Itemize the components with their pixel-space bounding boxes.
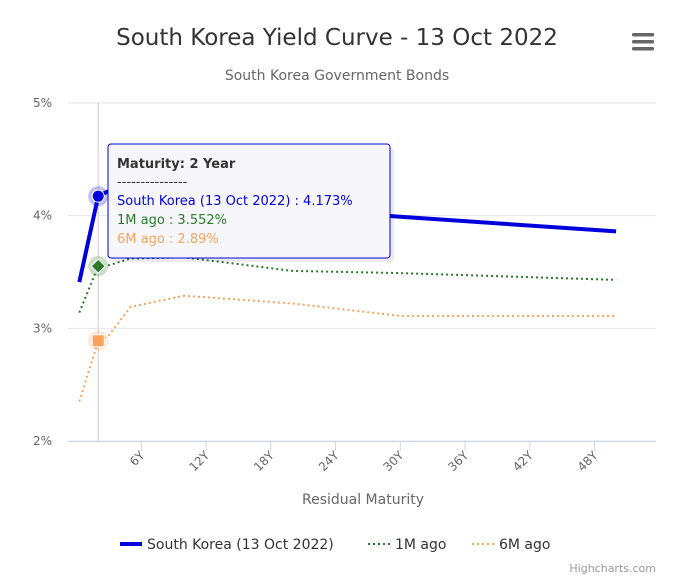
x-axis-title: Residual Maturity (302, 492, 424, 508)
legend-item-6m-ago[interactable]: 6M ago (472, 537, 550, 553)
hamburger-menu-icon[interactable] (628, 28, 658, 56)
y-axis-labels: 2% 3% 4% 5% (33, 96, 52, 448)
hover-markers (88, 186, 109, 351)
legend-label-6m-ago[interactable]: 6M ago (499, 537, 550, 553)
x-tick-label: 24Y (316, 448, 342, 474)
tooltip: Maturity: 2 Year --------------- South K… (107, 143, 394, 262)
y-tick-label: 3% (33, 321, 52, 335)
x-tick-label: 42Y (510, 448, 536, 474)
x-tick-label: 18Y (251, 448, 277, 474)
legend-label-south-korea[interactable]: South Korea (13 Oct 2022) (147, 537, 334, 553)
tooltip-line-south-korea: South Korea (13 Oct 2022) : 4.173% (117, 194, 353, 209)
credits-link[interactable]: Highcharts.com (569, 562, 656, 575)
tooltip-separator: --------------- (117, 175, 188, 190)
chart-subtitle: South Korea Government Bonds (225, 68, 449, 84)
x-tick-label: 12Y (186, 448, 212, 474)
data-point-6m-ago[interactable] (91, 334, 105, 348)
legend-label-1m-ago[interactable]: 1M ago (395, 537, 446, 553)
legend-item-1m-ago[interactable]: 1M ago (368, 537, 446, 553)
chart-title: South Korea Yield Curve - 13 Oct 2022 (116, 25, 558, 51)
x-tick-label: 30Y (381, 448, 407, 474)
x-tick-label: 36Y (445, 448, 471, 474)
tooltip-line-6m-ago: 6M ago : 2.89% (117, 232, 219, 247)
tooltip-box (107, 143, 391, 259)
data-point-1m-ago[interactable] (90, 258, 106, 274)
legend: South Korea (13 Oct 2022) 1M ago 6M ago (120, 537, 550, 553)
series-line-1m-ago[interactable] (78, 256, 617, 313)
data-point-south-korea[interactable] (91, 189, 105, 203)
series-line-6m-ago[interactable] (78, 294, 617, 402)
x-tick-label: 48Y (575, 448, 601, 474)
legend-item-south-korea[interactable]: South Korea (13 Oct 2022) (120, 537, 334, 553)
y-tick-label: 5% (33, 96, 52, 110)
tooltip-header: Maturity: 2 Year (117, 157, 236, 172)
x-axis-labels: 6Y 12Y 18Y 24Y 30Y 36Y 42Y 48Y (127, 441, 601, 474)
y-tick-label: 2% (33, 434, 52, 448)
y-tick-label: 4% (33, 209, 52, 223)
tooltip-line-1m-ago: 1M ago : 3.552% (117, 213, 227, 228)
x-tick-label: 6Y (127, 448, 148, 469)
